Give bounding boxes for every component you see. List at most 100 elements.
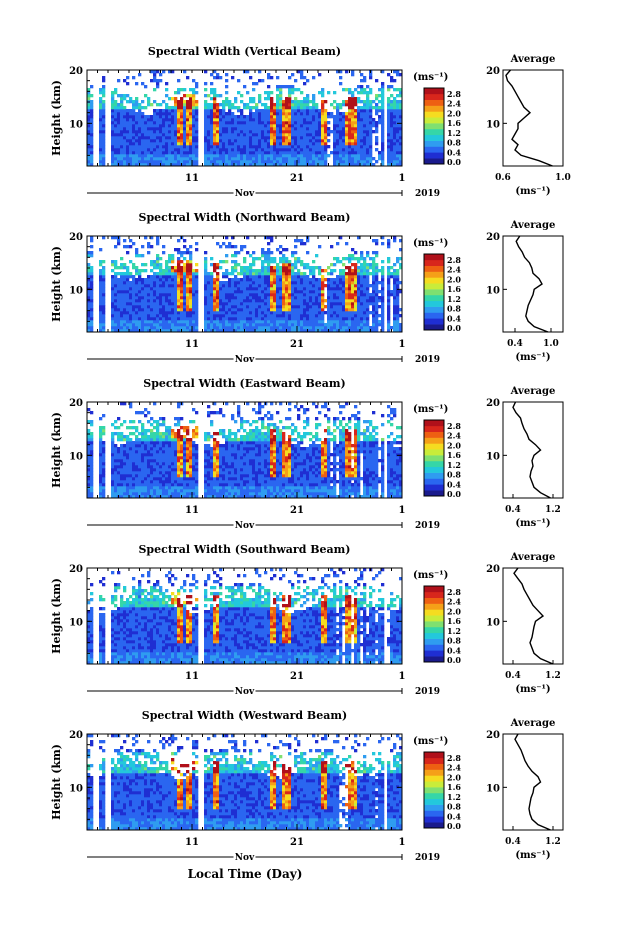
heatmap-cell (174, 133, 178, 137)
heatmap-cell (129, 139, 133, 143)
heatmap-cell (153, 109, 157, 113)
heatmap-cell (306, 284, 310, 288)
heatmap-cell (294, 127, 298, 131)
heatmap-cell (177, 142, 181, 146)
heatmap-cell (117, 438, 121, 442)
heatmap-cell (276, 136, 280, 140)
heatmap-cell (156, 266, 160, 270)
heatmap-cell (168, 130, 172, 134)
heatmap-cell (375, 281, 379, 285)
heatmap-cell (246, 142, 250, 146)
heatmap-cell (261, 287, 265, 291)
heatmap-cell (234, 97, 238, 101)
average-y-tick-label: 10 (486, 119, 500, 130)
heatmap-cell (234, 260, 238, 264)
heatmap-cell (261, 112, 265, 116)
heatmap-cell (234, 160, 238, 164)
heatmap-cell (381, 287, 385, 291)
heatmap-cell (354, 142, 358, 146)
heatmap-cell (306, 317, 310, 321)
heatmap-cell (138, 269, 142, 273)
heatmap-cell (222, 326, 226, 330)
heatmap-cell (252, 139, 256, 143)
heatmap-cell (195, 275, 199, 279)
heatmap-cell (282, 112, 286, 116)
heatmap-cell (165, 82, 169, 86)
heatmap-cell (375, 254, 379, 258)
heatmap-cell (87, 471, 91, 475)
heatmap-cell (141, 269, 145, 273)
heatmap-cell (141, 263, 145, 267)
heatmap-cell (228, 106, 232, 110)
heatmap-cell (348, 148, 352, 152)
heatmap-cell (225, 127, 229, 131)
heatmap-cell (333, 302, 337, 306)
heatmap-cell (312, 260, 316, 264)
heatmap-cell (255, 293, 259, 297)
heatmap-cell (381, 151, 385, 155)
heatmap-cell (351, 275, 355, 279)
heatmap-cell (216, 127, 220, 131)
heatmap-cell (375, 326, 379, 330)
heatmap-cell (207, 284, 211, 288)
heatmap-cell (390, 157, 394, 161)
heatmap-cell (348, 323, 352, 327)
heatmap-cell (270, 314, 274, 318)
heatmap-cell (237, 160, 241, 164)
heatmap-cell (207, 142, 211, 146)
heatmap-cell (255, 157, 259, 161)
heatmap-cell (150, 136, 154, 140)
heatmap-cell (99, 450, 103, 454)
heatmap-cell (399, 290, 403, 294)
heatmap-cell (231, 112, 235, 116)
heatmap-cell (264, 91, 268, 95)
heatmap-cell (279, 302, 283, 306)
heatmap-cell (234, 290, 238, 294)
heatmap-cell (111, 311, 115, 315)
heatmap-cell (255, 151, 259, 155)
heatmap-cell (135, 145, 139, 149)
colorbar-tick-label: 0.4 (447, 313, 461, 323)
heatmap-cell (165, 109, 169, 113)
heatmap-cell (315, 254, 319, 258)
heatmap-cell (327, 284, 331, 288)
heatmap-cell (168, 254, 172, 258)
heatmap-cell (240, 266, 244, 270)
heatmap-cell (156, 121, 160, 125)
heatmap-cell (396, 302, 400, 306)
heatmap-cell (183, 311, 187, 315)
heatmap-cell (117, 106, 121, 110)
heatmap-cell (252, 329, 256, 333)
heatmap-cell (90, 118, 94, 122)
heatmap-cell (99, 115, 103, 119)
heatmap-cell (396, 130, 400, 134)
heatmap-cell (264, 112, 268, 116)
heatmap-cell (168, 97, 172, 101)
heatmap-cell (285, 263, 289, 267)
heatmap-cell (237, 79, 241, 83)
heatmap-cell (333, 269, 337, 273)
heatmap-cell (396, 308, 400, 312)
heatmap-cell (372, 275, 376, 279)
heatmap-cell (354, 302, 358, 306)
heatmap-cell (279, 163, 283, 167)
heatmap-cell (153, 148, 157, 152)
heatmap-cell (162, 299, 166, 303)
heatmap-cell (102, 290, 106, 294)
heatmap-cell (225, 311, 229, 315)
heatmap-cell (387, 118, 391, 122)
heatmap-cell (279, 115, 283, 119)
heatmap-cell (147, 242, 151, 246)
heatmap-cell (360, 115, 364, 119)
heatmap-cell (324, 124, 328, 128)
heatmap-cell (171, 148, 175, 152)
heatmap-cell (300, 163, 304, 167)
heatmap-cell (174, 115, 178, 119)
heatmap-cell (123, 477, 127, 481)
heatmap-cell (123, 320, 127, 324)
heatmap-cell (399, 124, 403, 128)
heatmap-cell (270, 97, 274, 101)
heatmap-cell (120, 275, 124, 279)
heatmap-cell (360, 148, 364, 152)
heatmap-cell (162, 109, 166, 113)
